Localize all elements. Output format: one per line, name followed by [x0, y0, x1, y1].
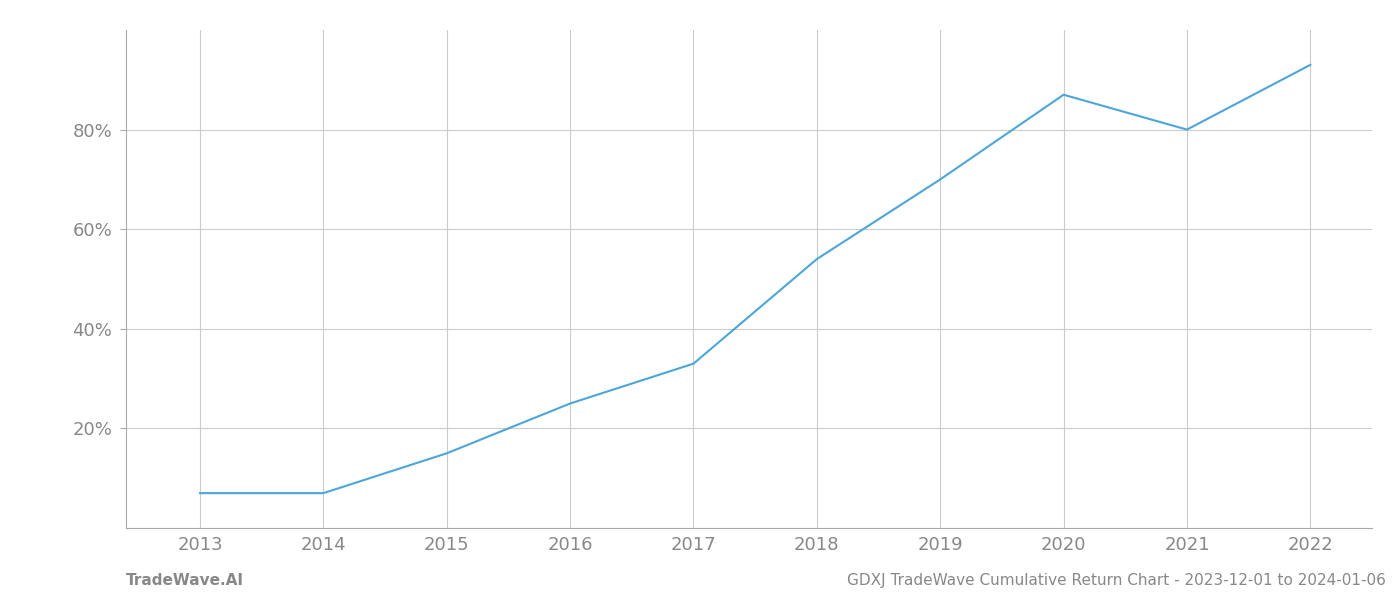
Text: TradeWave.AI: TradeWave.AI [126, 573, 244, 588]
Text: GDXJ TradeWave Cumulative Return Chart - 2023-12-01 to 2024-01-06: GDXJ TradeWave Cumulative Return Chart -… [847, 573, 1386, 588]
